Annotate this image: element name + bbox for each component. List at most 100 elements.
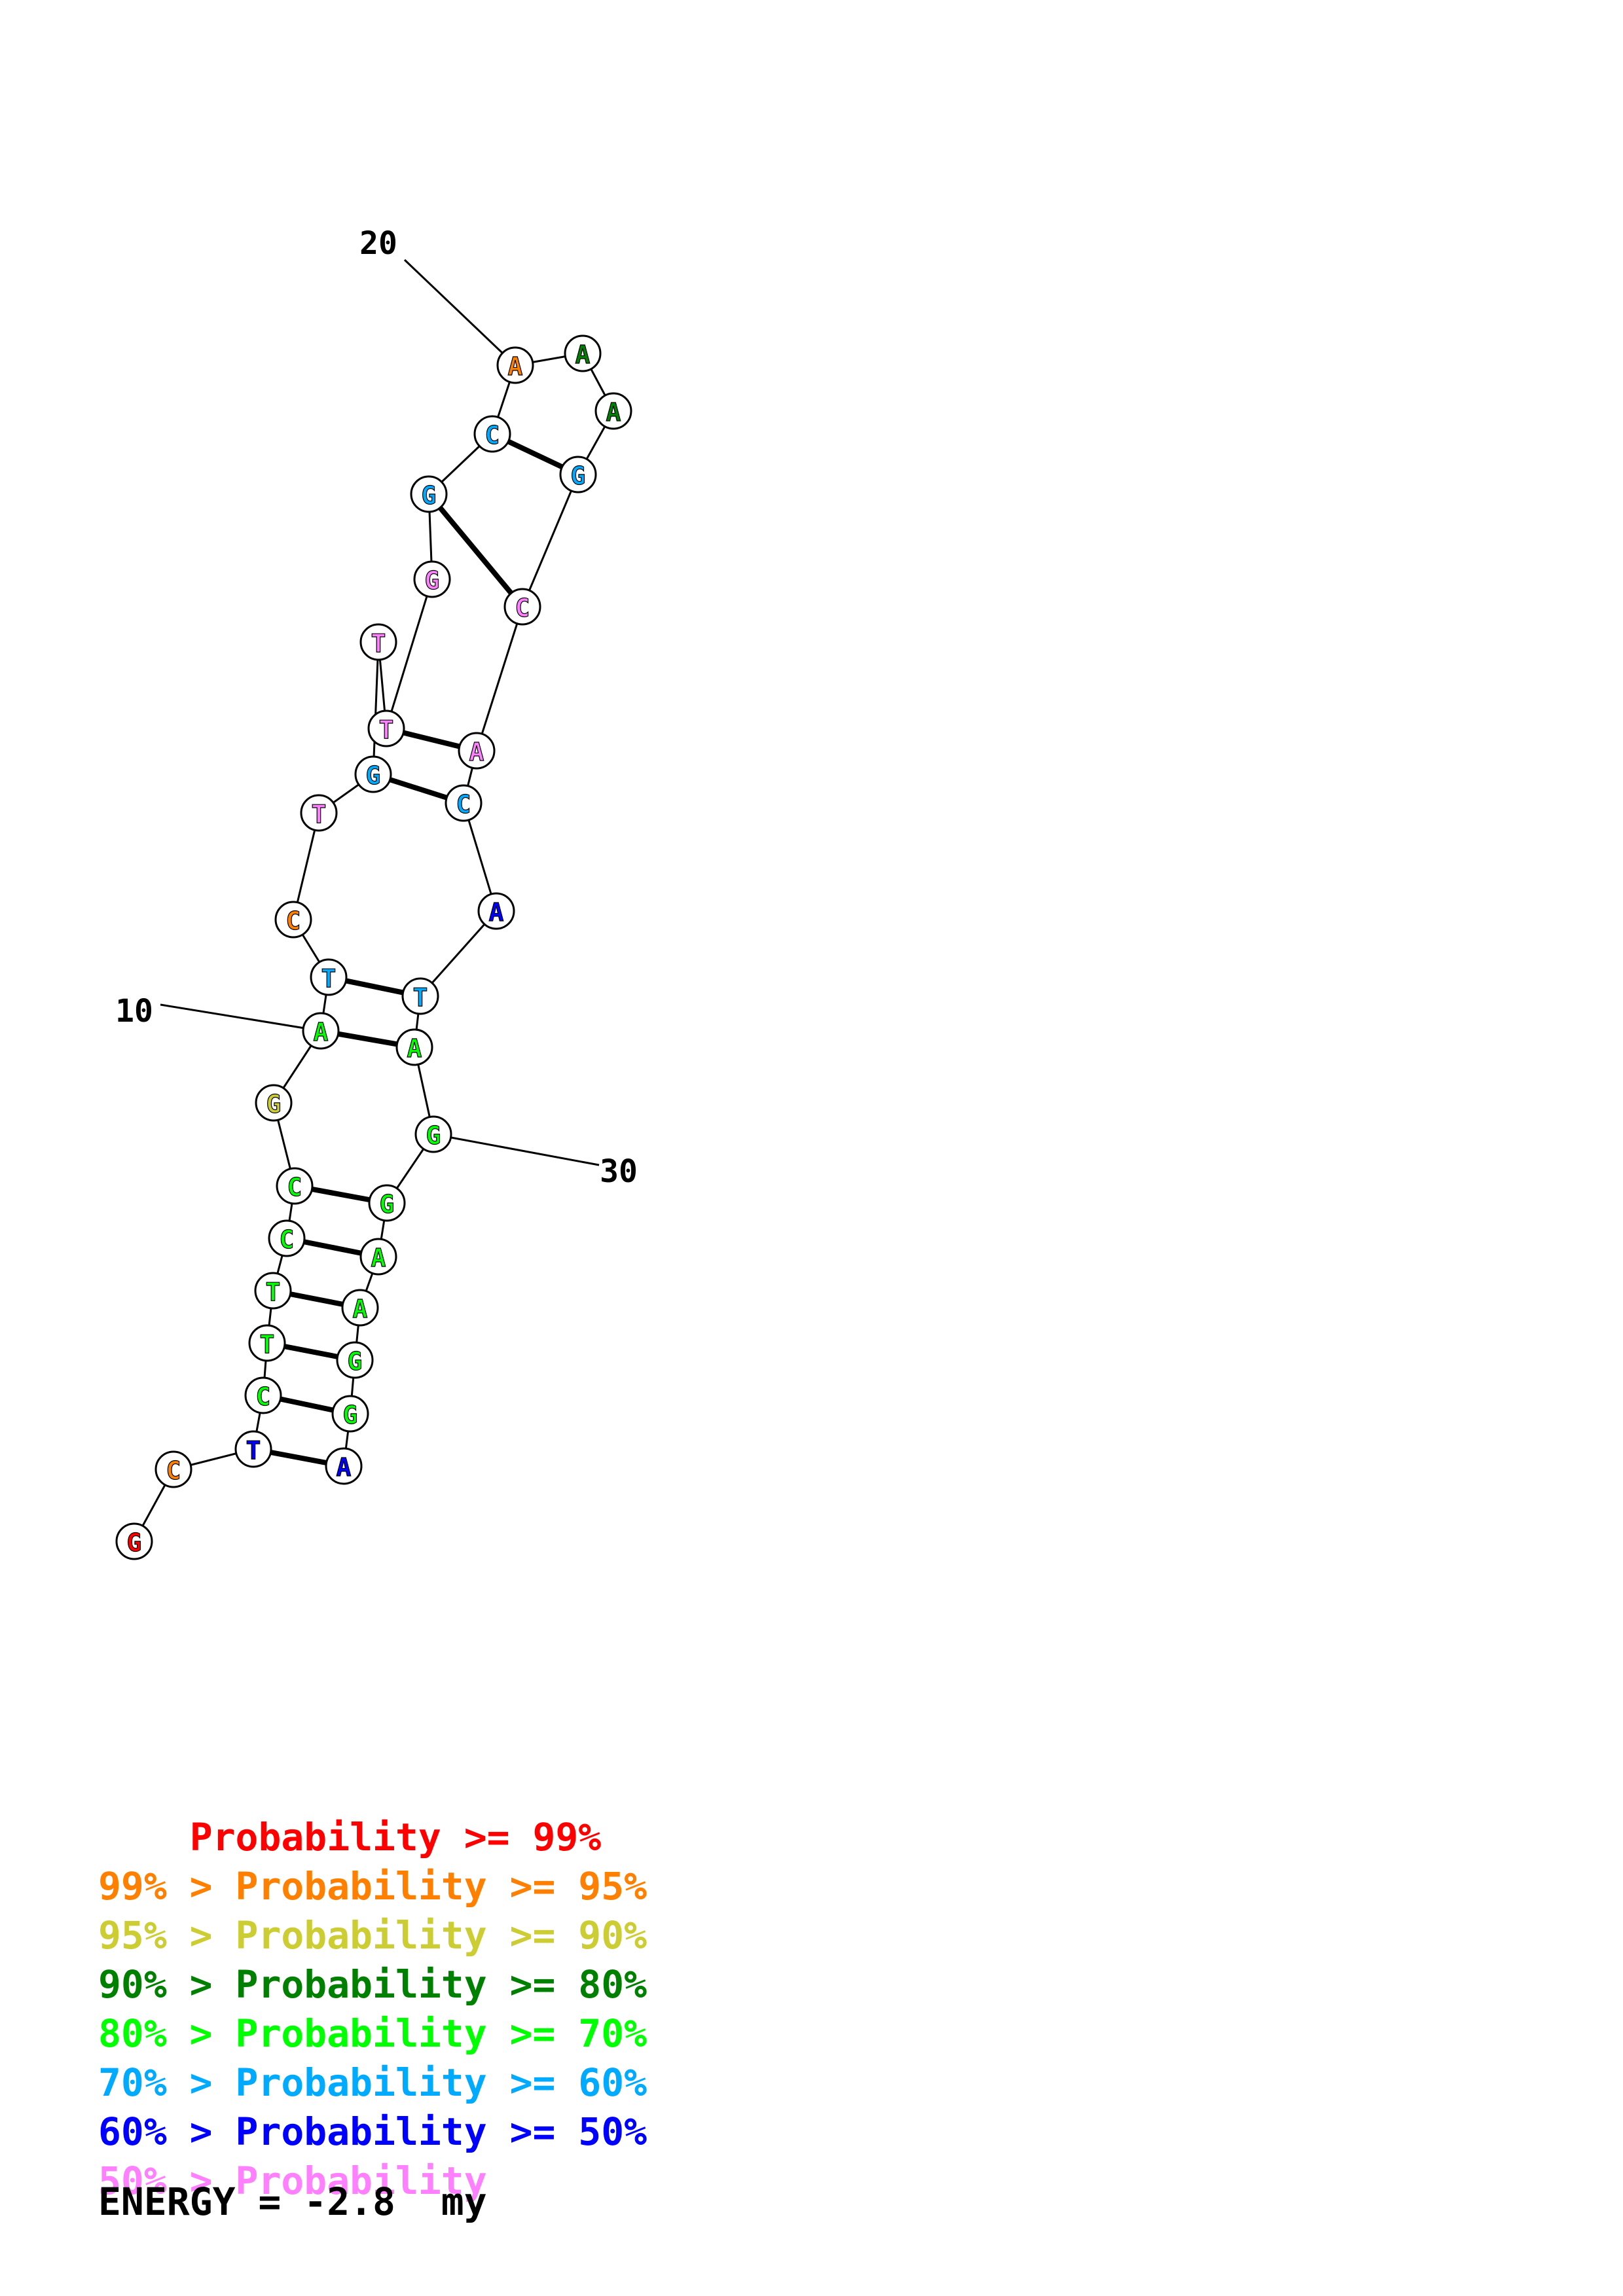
nucleotide-15: T — [359, 623, 397, 661]
nucleotide-letter: G — [426, 1121, 441, 1150]
nucleotide-circle — [410, 475, 448, 513]
nucleotide-circle — [354, 755, 392, 793]
nucleotide-5: T — [248, 1324, 286, 1362]
nucleotide-letter: C — [256, 1382, 271, 1411]
nucleotide-letter: T — [321, 964, 337, 993]
nucleotide-letter: C — [456, 790, 471, 819]
nucleotide-circle — [367, 709, 405, 747]
nucleotide-letter: G — [425, 566, 440, 595]
energy-label: ENERGY = -2.8 my — [98, 2179, 487, 2224]
nucleotide-circle — [331, 1395, 369, 1433]
position-label-10: 10 — [115, 993, 153, 1030]
nucleotide-8: C — [276, 1167, 314, 1205]
backbone-segment — [521, 474, 579, 607]
legend-text: 90% > Probability >= 80% — [98, 1962, 647, 2007]
nucleotide-7: C — [268, 1219, 306, 1257]
nucleotide-letter: C — [515, 594, 530, 622]
nucleotide-letter: A — [314, 1018, 329, 1047]
nucleotide-circle — [268, 1219, 306, 1257]
legend-row: 80% > Probability >= 70% — [98, 2009, 647, 2058]
legend-row: Probability >= 99% — [98, 1813, 647, 1862]
nucleotide-letter: G — [127, 1528, 142, 1557]
nucleotide-36: A — [325, 1447, 363, 1485]
nucleotide-31: G — [368, 1184, 406, 1222]
nucleotide-circle — [359, 623, 397, 661]
nucleotide-circle — [473, 415, 511, 453]
nucleotide-circle — [274, 901, 312, 939]
probability-legend: Probability >= 99% 99% > Probability >= 9… — [98, 1813, 647, 2206]
nucleotide-letter: T — [266, 1278, 281, 1306]
nucleotide-11: T — [310, 958, 348, 996]
nucleotide-letter: G — [422, 481, 437, 510]
nucleotide-circle — [458, 732, 496, 770]
nucleotide-circle — [414, 1115, 452, 1153]
legend-row: 90% > Probability >= 80% — [98, 1960, 647, 2009]
nucleotide-1: G — [115, 1522, 153, 1560]
nucleotide-29: A — [395, 1028, 433, 1066]
legend-indent — [98, 1815, 190, 1859]
nucleotide-34: G — [336, 1341, 374, 1379]
nucleotide-35: G — [331, 1395, 369, 1433]
nucleotide-25: A — [458, 732, 496, 770]
nucleotide-letter: A — [337, 1453, 352, 1482]
nucleotide-letter: A — [353, 1295, 368, 1323]
nucleotide-letter: T — [246, 1436, 261, 1465]
base-pair-line — [426, 492, 525, 609]
legend-row: 70% > Probability >= 60% — [98, 2058, 647, 2108]
nucleotide-circle — [302, 1012, 340, 1050]
position-tick-line — [433, 1133, 600, 1166]
nucleotide-20: A — [496, 346, 534, 384]
nucleotide-circle — [255, 1084, 293, 1122]
position-label-30: 30 — [600, 1153, 638, 1190]
backbone-segment — [475, 606, 524, 751]
nucleotide-letter: A — [508, 352, 523, 381]
nucleotide-16: T — [367, 709, 405, 747]
nucleotide-circle — [477, 892, 515, 930]
legend-text: 50% > Probability — [98, 2159, 487, 2203]
legend-text: 70% > Probability >= 60% — [98, 2060, 647, 2105]
position-labels: 10 20 30 — [115, 225, 638, 1190]
nucleotide-circle — [413, 560, 451, 598]
nucleotide-circle — [401, 977, 439, 1015]
backbone-segment — [385, 579, 433, 729]
position-tick-line — [160, 1003, 321, 1032]
nucleotide-circle — [594, 392, 632, 430]
nucleotide-17: G — [413, 560, 451, 598]
nucleotide-letter: T — [260, 1330, 275, 1359]
legend-text: 99% > Probability >= 95% — [98, 1864, 647, 1909]
nucleotide-9: G — [255, 1084, 293, 1122]
nucleotide-circle — [503, 588, 541, 626]
legend-text: Probability >= 99% — [189, 1815, 602, 1859]
nucleotide-19: C — [473, 415, 511, 453]
nucleotide-21: A — [564, 334, 602, 372]
position-label-20: 20 — [359, 225, 397, 262]
nucleotide-circle — [496, 346, 534, 384]
nucleotide-letter: G — [380, 1190, 395, 1219]
nucleotide-10: A — [302, 1012, 340, 1050]
legend-text: 80% > Probability >= 70% — [98, 2011, 647, 2056]
nucleotide-letter: G — [366, 761, 381, 790]
nucleotide-letter: A — [606, 398, 621, 427]
nucleotide-33: A — [341, 1289, 379, 1327]
nucleotide-letter: T — [371, 629, 386, 658]
nucleotide-3: T — [234, 1430, 272, 1468]
nucleotide-letter: C — [286, 906, 301, 935]
nucleotide-26: C — [445, 784, 483, 822]
nucleotide-24: C — [503, 588, 541, 626]
nucleotide-circle — [564, 334, 602, 372]
legend-text: 95% > Probability >= 90% — [98, 1913, 647, 1958]
nucleotide-4: C — [244, 1376, 282, 1414]
legend-row: 95% > Probability >= 90% — [98, 1911, 647, 1960]
nucleotide-letter: G — [348, 1347, 363, 1376]
nucleotide-30: G — [414, 1115, 452, 1153]
nucleotide-circle — [368, 1184, 406, 1222]
position-tick-line — [403, 259, 517, 367]
nucleotide-circle — [395, 1028, 433, 1066]
nucleotide-12: C — [274, 901, 312, 939]
nucleotide-letter: T — [379, 715, 394, 744]
nucleotide-letter: G — [266, 1090, 282, 1119]
nucleotide-letter: T — [312, 800, 327, 829]
legend-row: 60% > Probability >= 50% — [98, 2108, 647, 2157]
